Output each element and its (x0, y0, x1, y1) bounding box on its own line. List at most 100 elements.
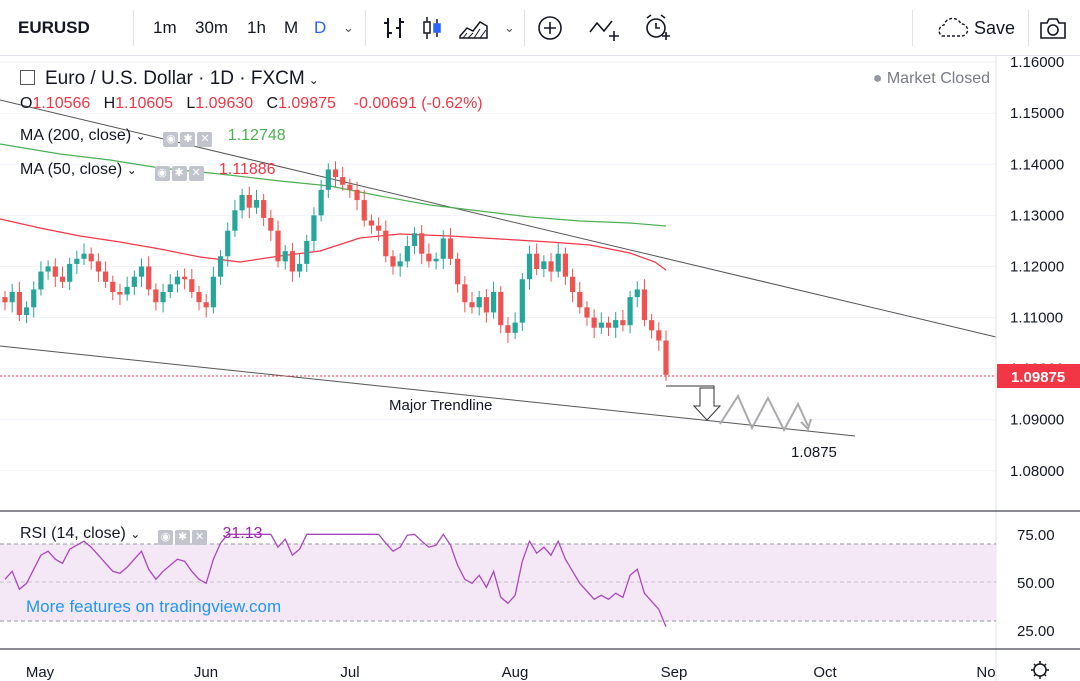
gear-icon[interactable] (1031, 661, 1049, 679)
chevron-down-icon[interactable]: ⌄ (504, 20, 515, 35)
candle-body (304, 240, 310, 264)
symbol-selector[interactable]: EURUSD (18, 18, 90, 37)
rsi-line (4, 533, 667, 627)
candle-body (620, 320, 626, 326)
eye-icon[interactable]: ◉ (163, 132, 179, 147)
candle-body (419, 233, 425, 254)
price-axis-label: 1.12000 (1010, 258, 1064, 275)
toolbar-divider (365, 10, 366, 46)
close-icon[interactable]: ✕ (192, 530, 208, 545)
ma200-legend[interactable]: MA (200, close) ⌄ ◉ ✱ ✕ 1.12748 (20, 127, 286, 147)
price-chart[interactable]: Major Trendline 1.0875 1.160001.150001.1… (0, 56, 1080, 681)
save-button[interactable]: Save (974, 18, 1016, 38)
close-icon[interactable]: ✕ (188, 166, 204, 181)
candle-body (167, 284, 173, 293)
close-icon[interactable]: ✕ (197, 132, 213, 147)
timeframe-1m[interactable]: 1m (153, 18, 177, 37)
area-chart-icon[interactable] (458, 14, 490, 42)
candle-body (641, 289, 648, 321)
price-axis-label: 1.13000 (1010, 207, 1064, 224)
candle-body (383, 230, 389, 257)
eye-icon[interactable]: ◉ (158, 530, 174, 545)
last-price-value: 1.09875 (1011, 369, 1065, 386)
candle-body (203, 302, 209, 308)
candle-body (584, 307, 590, 318)
market-status: ● Market Closed (872, 70, 990, 87)
cloud-save-icon[interactable] (934, 16, 970, 40)
ma50-legend[interactable]: MA (50, close) ⌄ ◉ ✱ ✕ 1.11886 (20, 161, 276, 181)
candle-body (605, 322, 612, 328)
timeframe-1h[interactable]: 1h (247, 18, 266, 37)
timeframe-day[interactable]: D (314, 18, 327, 37)
settings-icon[interactable]: ✱ (171, 166, 187, 181)
candle-body (505, 325, 511, 333)
candle-body (45, 266, 51, 272)
rsi-legend[interactable]: RSI (14, close) ⌄ ◉ ✱ ✕ 31.13 (20, 525, 263, 545)
time-axis-label: Aug (502, 664, 529, 681)
candle-body (217, 256, 224, 277)
candle-body (81, 253, 87, 259)
candle-body (153, 289, 159, 303)
time-axis-label: Sep (661, 664, 688, 681)
candle-body (268, 217, 274, 231)
candle-body (634, 289, 640, 298)
candle-body (189, 279, 195, 293)
projection-drawing[interactable] (666, 385, 812, 433)
major-trendline-label: Major Trendline (389, 397, 492, 414)
candle-body (232, 210, 238, 231)
settings-icon[interactable]: ✱ (180, 132, 196, 147)
candle-body (462, 284, 468, 303)
compare-icon[interactable] (588, 14, 622, 42)
candle-body (117, 292, 123, 295)
chevron-down-icon: ⌄ (135, 129, 146, 143)
candle-body (555, 253, 561, 272)
candle-body (88, 253, 94, 262)
eye-icon[interactable]: ◉ (154, 166, 170, 181)
candle-body (131, 276, 137, 287)
chevron-down-icon[interactable]: ⌄ (343, 20, 354, 35)
rsi-axis-label: 50.00 (1017, 575, 1055, 592)
candle-body (67, 263, 73, 282)
candles-icon[interactable] (418, 14, 446, 42)
candle-body (476, 297, 482, 308)
candle-body (404, 246, 410, 262)
candle-body (246, 194, 252, 208)
major-trendline[interactable] (0, 345, 856, 437)
time-axis[interactable]: May Jun Jul Aug Sep Oct No (0, 648, 1080, 681)
bar-chart-icon[interactable] (380, 14, 408, 42)
price-axis[interactable]: 1.16000 1.15000 1.14000 1.13000 1.12000 1.110… (995, 56, 1080, 681)
chart-title[interactable]: Euro / U.S. Dollar · 1D · FXCM ⌄ (20, 68, 319, 90)
add-indicator-icon[interactable] (536, 14, 564, 42)
price-axis-label: 1.11000 (1010, 310, 1063, 327)
candle-body (354, 189, 360, 201)
candle-body (562, 253, 569, 277)
time-axis-label: Jun (194, 664, 218, 681)
camera-icon[interactable] (1038, 15, 1068, 41)
candle-body (347, 184, 353, 190)
settings-icon[interactable]: ✱ (175, 530, 191, 545)
ma200-line (0, 143, 667, 227)
candle-body (174, 276, 181, 285)
chevron-down-icon: ⌄ (130, 527, 141, 541)
candle-body (318, 189, 324, 216)
rsi-axis-label: 75.00 (1017, 527, 1055, 544)
alert-clock-icon[interactable] (642, 12, 672, 42)
candle-body (138, 266, 145, 277)
chevron-down-icon[interactable]: ⌄ (308, 73, 319, 87)
candle-body (160, 292, 166, 303)
timeframe-month[interactable]: M (284, 18, 299, 37)
candle-body (225, 230, 231, 257)
candle-body (627, 297, 633, 326)
ohlc-legend: O1.10566 H1.10605 L1.09630 C1.09875 -0.0… (20, 95, 483, 112)
price-axis-label: 1.09000 (1010, 412, 1064, 429)
collapse-icon[interactable] (20, 70, 35, 85)
candle-body (311, 215, 317, 241)
candle-body (102, 271, 109, 282)
rsi-pane: 75.00 50.00 25.00 (0, 527, 1055, 640)
watermark-link[interactable]: More features on tradingview.com (26, 597, 282, 616)
candle-body (340, 177, 346, 185)
timeframe-30m[interactable]: 30m (195, 18, 229, 37)
top-toolbar: EURUSD 1m 30m 1h M D ⌄ ⌄ Save (0, 0, 1080, 56)
candle-body (519, 279, 525, 323)
candle-body (455, 258, 461, 285)
